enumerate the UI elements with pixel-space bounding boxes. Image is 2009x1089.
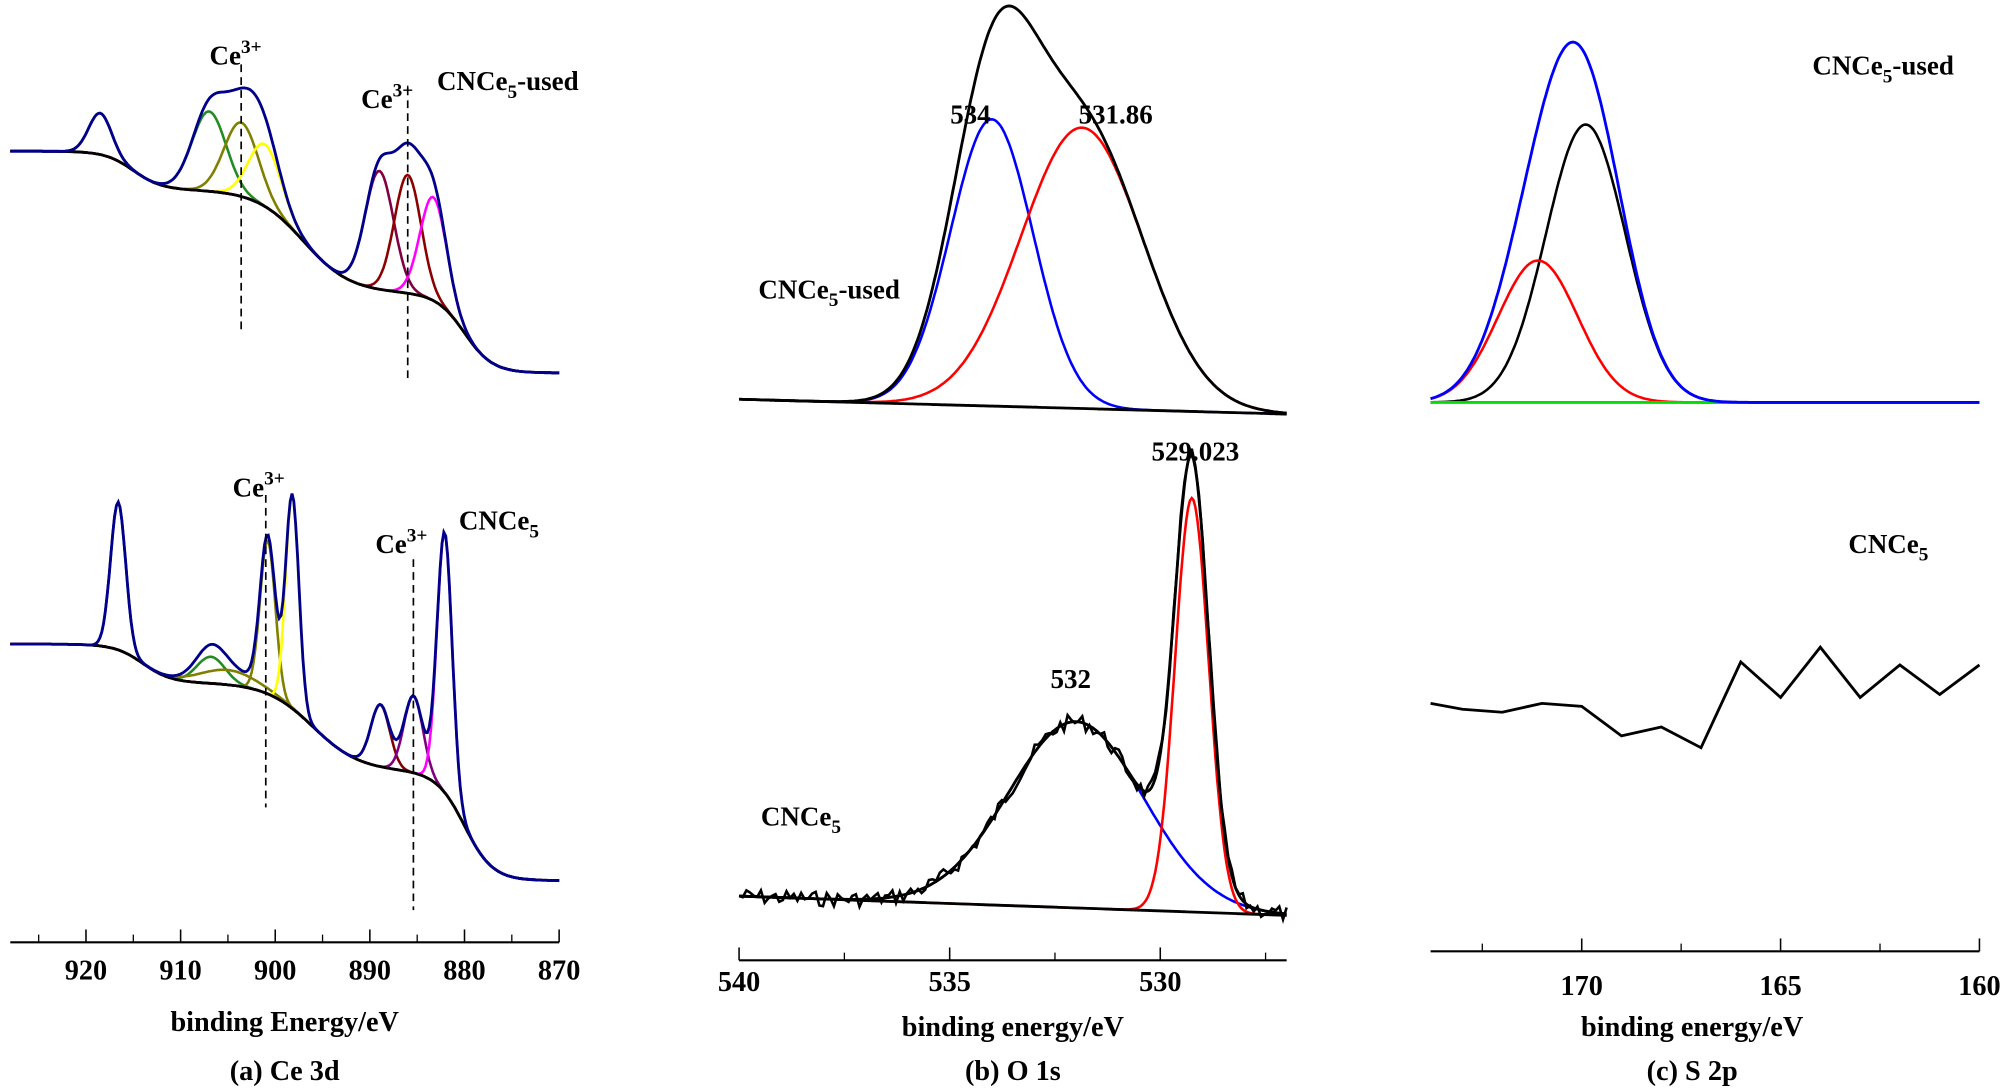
x-tick-label: 170 [1561,971,1603,1002]
peak-label: 531.86 [1079,100,1153,130]
x-tick-label: 890 [349,956,391,987]
ce3-label: Ce3+ [233,469,285,503]
panel-2: 170 165 160 binding energy/eV (c) S 2p [1430,40,2001,1087]
sample-label-sub: 5 [831,817,841,838]
component-peak-1 [10,642,560,882]
sample-label-base: CNCe [1848,529,1918,559]
sample-label: CNCe5-used [437,66,579,103]
sample-label-tail: -used [1892,51,1953,81]
x-tick-label: 870 [538,956,580,987]
sample-label-sub: 5 [829,290,839,311]
sample-label-sub: 5 [1883,66,1893,87]
envelope-curve [10,493,560,882]
component-peak-6 [10,642,560,882]
x-axis-label: binding energy/eV [1581,1012,1804,1043]
ce3-label-sup: 3+ [407,525,428,546]
envelope-curve [1430,40,1980,404]
x-tick-label: 900 [254,956,296,987]
spectrum-line [1430,644,1981,750]
component-peak-5 [10,149,560,375]
peak-label: 532 [1050,664,1090,694]
sample-label: CNCe5-used [758,274,900,311]
x-tick-label: 910 [159,956,201,987]
x-tick-label: 165 [1759,971,1801,1002]
x-axis-label: binding Energy/eV [170,1007,399,1038]
x-tick-label: 920 [65,956,107,987]
ce3-label-base: Ce [361,84,392,114]
sample-label: CNCe5-used [1812,51,1954,88]
sample-label-base: CNCe [437,66,507,96]
x-tick-label: 880 [443,956,485,987]
envelope-curve [739,4,1287,415]
peak-label: 534 [950,100,990,130]
raw-data-curve [738,448,1288,924]
ce3-label: Ce3+ [361,81,413,115]
component-peak-3 [10,142,560,375]
sample-label: CNCe5 [1848,529,1928,566]
ce3-label-base: Ce [233,472,264,502]
x-tick-label: 540 [718,967,760,998]
sample-label-sub: 5 [507,82,517,103]
component-peak-1 [10,110,560,375]
ce3-label-base: Ce [375,529,406,559]
component-peak-1 [739,126,1287,415]
background-curve [10,149,560,375]
panel-caption: (b) O 1s [965,1056,1061,1087]
sample-label-tail: -used [838,274,899,304]
panel-caption: (c) S 2p [1647,1056,1738,1087]
component-peak-2 [10,642,560,882]
component-peak-5 [10,642,560,882]
sample-label-sub: 5 [529,521,539,542]
x-axis-label: binding energy/eV [902,1012,1125,1043]
sample-label-base: CNCe [761,801,831,831]
sample-label-sub: 5 [1919,545,1929,566]
component-peak-0 [739,118,1287,416]
ce3-label: Ce3+ [375,525,427,559]
sample-label: CNCe5 [761,801,841,838]
component-peak-6 [10,149,560,375]
component-peak-0 [1430,123,1980,404]
panel-0: 920 910 900 890 880 870 binding Energy/eV (a) C… [10,64,580,1087]
ce3-label-base: Ce [210,40,241,70]
panel-1: 540 535 530 binding energy/eV (b) O 1s 534 531… [718,4,1288,1087]
sample-label-base: CNCe [758,274,828,304]
component-peak-4 [10,149,560,375]
component-peak-2 [10,121,560,375]
x-tick-label: 530 [1139,967,1181,998]
sample-label-base: CNCe [459,506,529,536]
component-peak-1 [1430,259,1980,404]
envelope-curve [10,86,560,375]
envelope-curve [738,453,1287,916]
ce3-label-sup: 3+ [264,469,285,490]
x-tick-label: 160 [1958,971,2000,1002]
ce3-label-sup: 3+ [393,81,414,102]
background-curve [10,642,560,882]
ce3-label-sup: 3+ [241,37,262,58]
sample-label-tail: -used [517,66,578,96]
x-tick-label: 535 [928,967,970,998]
sample-label-base: CNCe [1812,51,1882,81]
panel-caption: (a) Ce 3d [230,1056,340,1087]
peak-label: 529.023 [1152,436,1240,466]
ce3-label: Ce3+ [210,37,262,71]
sample-label: CNCe5 [459,506,539,543]
